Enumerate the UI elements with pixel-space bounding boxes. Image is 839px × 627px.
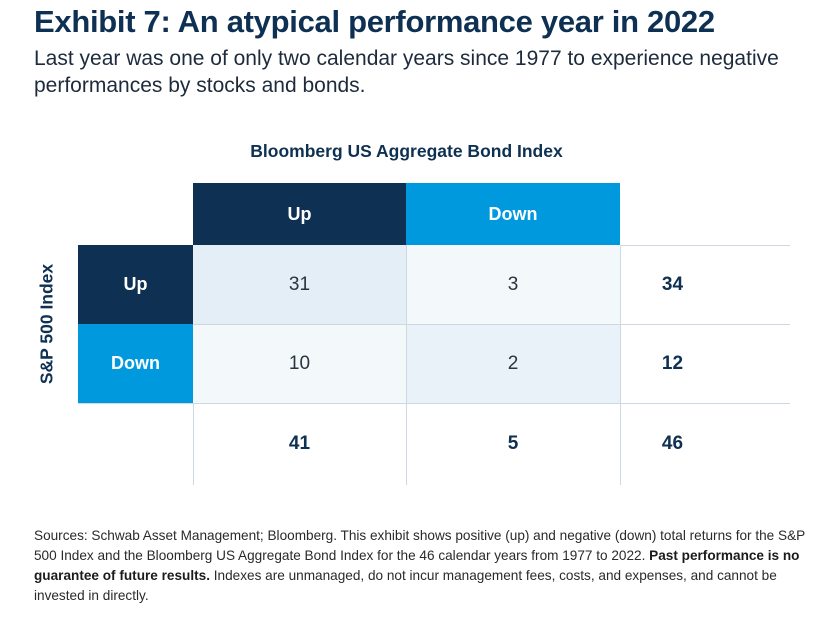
grid-line — [78, 403, 790, 404]
grid-line — [620, 245, 790, 246]
column-axis-title: Bloomberg US Aggregate Bond Index — [250, 141, 563, 161]
footnote: Sources: Schwab Asset Management; Bloomb… — [34, 526, 824, 606]
cell-down-down: 2 — [406, 324, 620, 403]
column-total-up: 41 — [288, 433, 311, 454]
footnote-index-note: Indexes are unmanaged, do not incur mana… — [34, 568, 777, 603]
row-header-up: Up — [78, 245, 193, 324]
row-total-down: 12 — [661, 352, 684, 374]
exhibit-title: Exhibit 7: An atypical performance year … — [34, 4, 715, 39]
cell-up-down: 3 — [406, 245, 620, 324]
column-total-down: 5 — [507, 433, 519, 454]
grid-line — [193, 403, 194, 485]
exhibit-subtitle: Last year was one of only two calendar y… — [34, 47, 779, 97]
row-header-down: Down — [78, 324, 193, 403]
grid-line — [193, 324, 790, 325]
grid-line — [406, 245, 407, 485]
grand-total: 46 — [661, 433, 684, 454]
column-header-down: Down — [406, 183, 620, 245]
row-axis-title: S&P 500 Index — [36, 263, 57, 385]
row-total-up: 34 — [661, 273, 684, 295]
footnote-sources: Sources: Schwab Asset Management; Bloomb… — [34, 528, 805, 563]
cell-down-up: 10 — [193, 324, 406, 403]
cell-up-up: 31 — [193, 245, 406, 324]
grid-line — [620, 245, 621, 485]
footnote-disclaimer: Past performance is no guarantee of futu… — [34, 548, 800, 583]
column-header-up: Up — [193, 183, 406, 245]
